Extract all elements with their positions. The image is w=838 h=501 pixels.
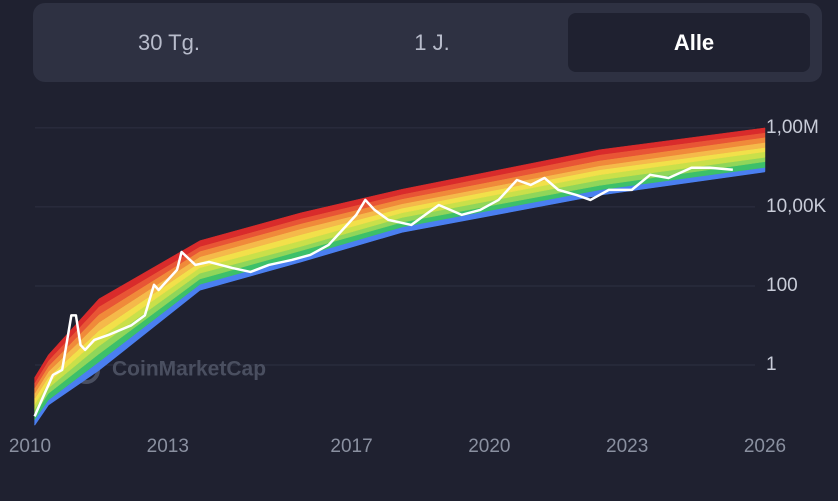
x-tick-label: 2026 xyxy=(744,436,786,457)
price-line xyxy=(33,166,733,417)
x-tick-label: 2020 xyxy=(468,436,510,457)
x-tick-label: 2023 xyxy=(606,436,648,457)
tab[interactable]: Alle xyxy=(674,30,714,55)
active-tab[interactable] xyxy=(568,13,810,72)
y-tick-label: 1 xyxy=(766,354,777,375)
y-tick-label: 1,00M xyxy=(766,117,819,138)
y-tick-label: 100 xyxy=(766,275,798,296)
y-tick-label: 10,00K xyxy=(766,196,827,217)
watermark: CoinMarketCap xyxy=(112,358,266,381)
x-tick-label: 2010 xyxy=(9,436,51,457)
x-tick-label: 2013 xyxy=(147,436,189,457)
tab[interactable]: 1 J. xyxy=(414,30,449,55)
rainbow-floor xyxy=(34,171,766,426)
tab[interactable]: 30 Tg. xyxy=(138,30,200,55)
x-tick-label: 2017 xyxy=(330,436,372,457)
